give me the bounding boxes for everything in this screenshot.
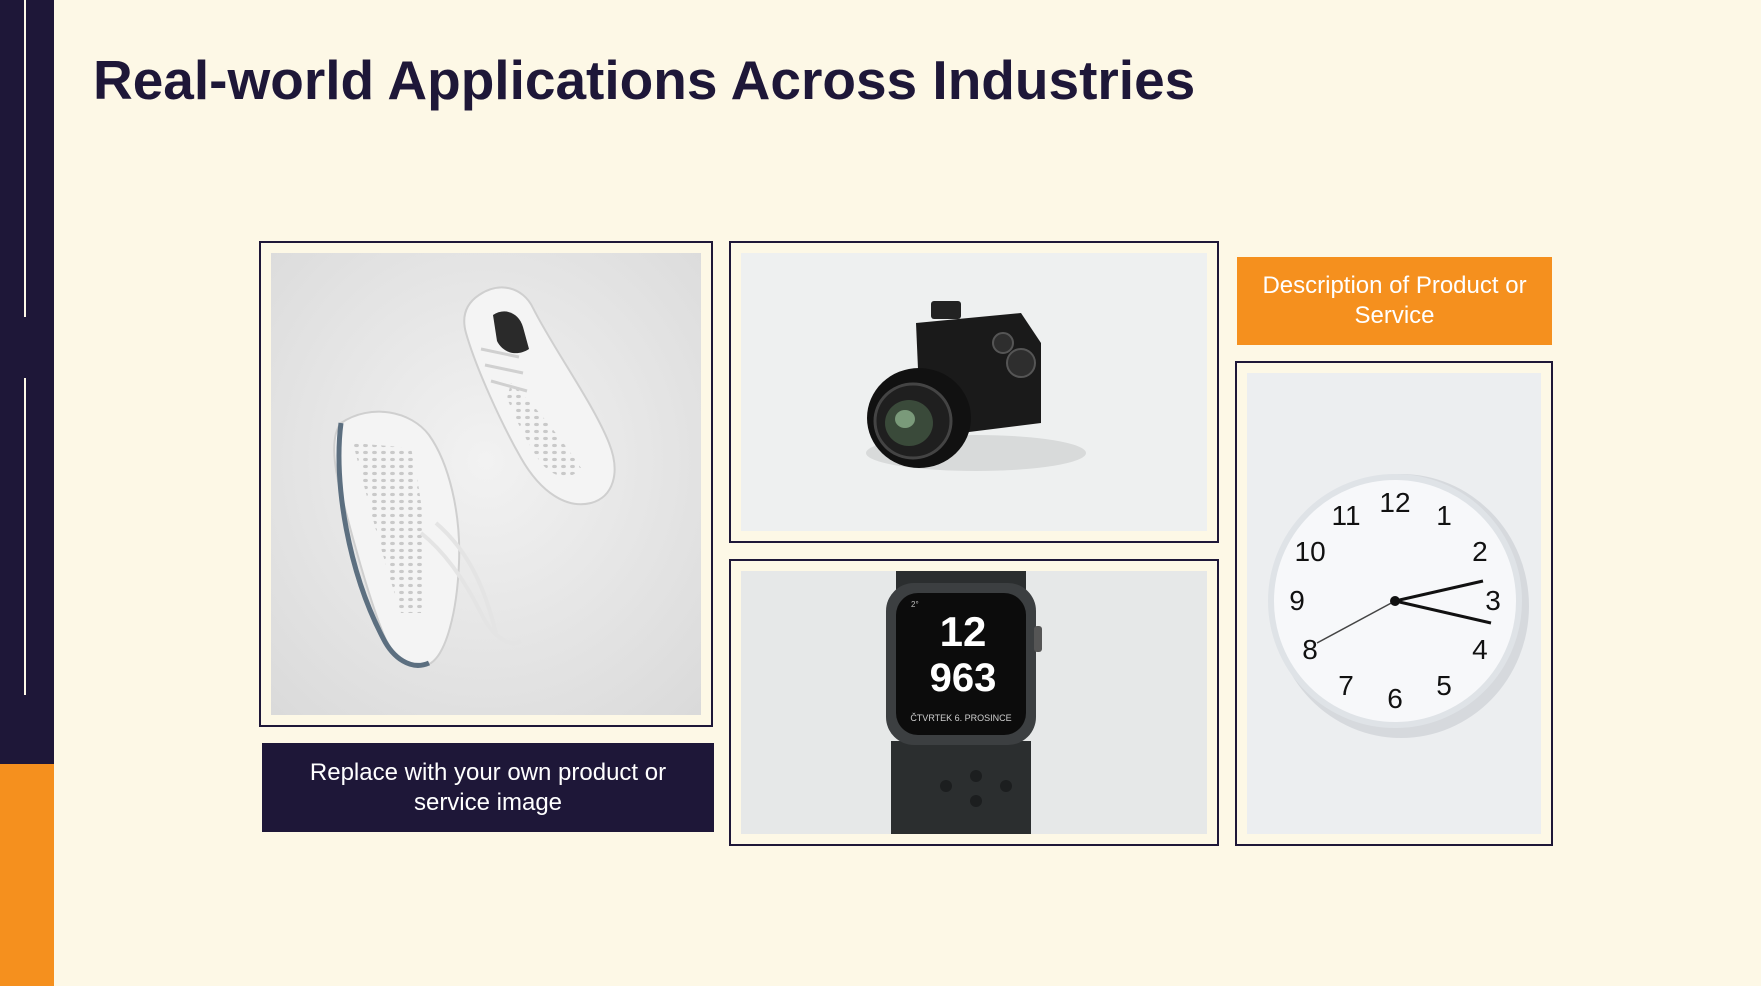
sidebar-divider-line [24, 378, 26, 695]
clock-number: 4 [1472, 634, 1488, 665]
clock-number: 8 [1302, 634, 1318, 665]
clock-number: 9 [1289, 585, 1305, 616]
wall-clock-image-frame[interactable]: 12 1 2 3 4 5 6 7 8 9 10 11 [1235, 361, 1553, 846]
product-caption-left: Replace with your own product or service… [262, 743, 714, 832]
left-shoe-shape [333, 410, 523, 668]
clock-number: 2 [1472, 536, 1488, 567]
slide-title: Real-world Applications Across Industrie… [93, 49, 1196, 111]
camera-image-frame[interactable] [729, 241, 1219, 543]
sidebar-divider-line [24, 0, 26, 317]
product-caption-right: Description of Product or Service [1237, 257, 1552, 345]
clock-number: 12 [1379, 487, 1410, 518]
camera-image [741, 253, 1207, 531]
smartwatch-image-frame[interactable]: 2° 12 963 ČTVRTEK 6. PROSINCE [729, 559, 1219, 846]
sneakers-image [271, 253, 701, 715]
clock-number: 7 [1338, 670, 1354, 701]
watch-date-text: ČTVRTEK 6. PROSINCE [910, 713, 1011, 723]
camera-body-shape [867, 301, 1041, 468]
clock-number: 3 [1485, 585, 1501, 616]
watch-minutes-text: 963 [930, 656, 997, 700]
clock-number: 1 [1436, 500, 1452, 531]
watch-complication-text: 2° [911, 600, 919, 609]
clock-number: 6 [1387, 683, 1403, 714]
sidebar-orange-block [0, 764, 54, 986]
right-shoe-shape [463, 286, 616, 506]
clock-number: 11 [1331, 500, 1360, 531]
sneakers-image-frame[interactable] [259, 241, 713, 727]
smartwatch-image: 2° 12 963 ČTVRTEK 6. PROSINCE [741, 571, 1207, 834]
watch-hours-text: 12 [940, 608, 987, 655]
clock-number: 5 [1436, 670, 1452, 701]
clock-number: 10 [1295, 536, 1326, 567]
